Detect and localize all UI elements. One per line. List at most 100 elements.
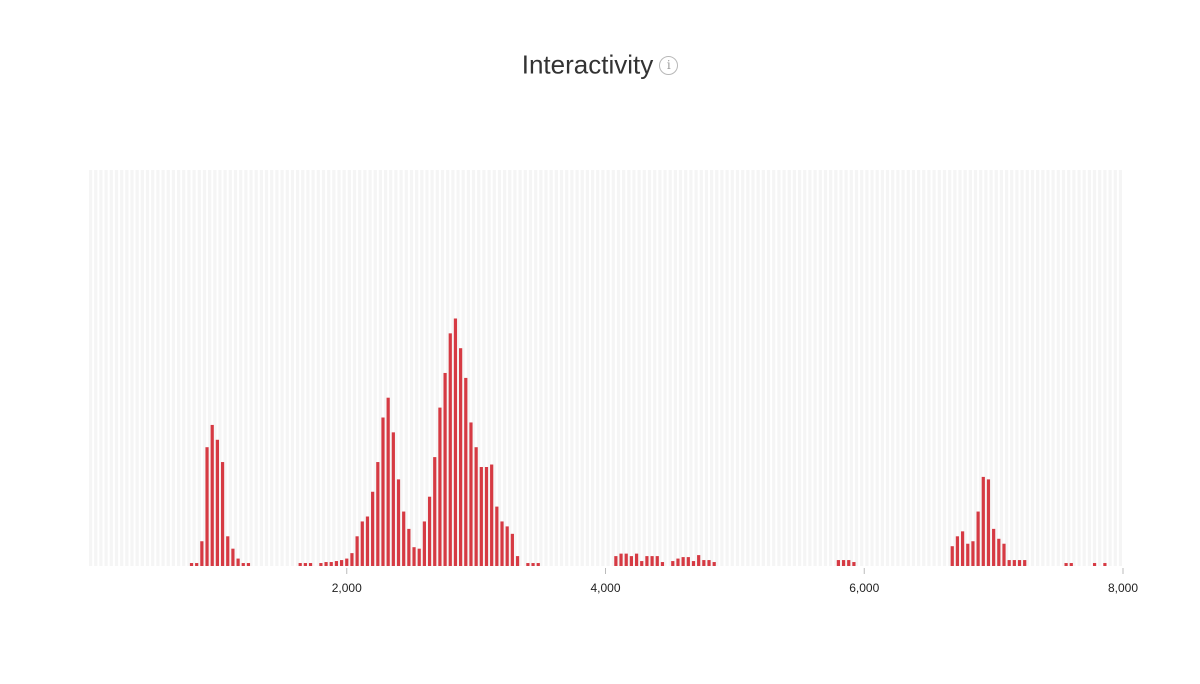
histogram-bar[interactable] [976, 511, 980, 566]
histogram-bar[interactable] [1064, 563, 1068, 566]
histogram-bar[interactable] [1002, 543, 1006, 566]
histogram-bar[interactable] [195, 563, 199, 566]
histogram-bar[interactable] [655, 556, 659, 566]
histogram-bar[interactable] [950, 546, 954, 566]
histogram-bar[interactable] [852, 562, 856, 566]
histogram-bar[interactable] [210, 424, 214, 566]
histogram-bar[interactable] [841, 560, 846, 566]
histogram-bar[interactable] [427, 496, 432, 566]
histogram-bar[interactable] [422, 521, 426, 566]
histogram-bar[interactable] [453, 318, 458, 567]
histogram-bar[interactable] [355, 536, 359, 566]
histogram-bar[interactable] [381, 417, 385, 567]
histogram-bar[interactable] [1092, 563, 1097, 566]
histogram-bar[interactable] [490, 464, 494, 566]
histogram-bar[interactable] [386, 397, 390, 566]
histogram-bar[interactable] [686, 557, 690, 566]
histogram-bar[interactable] [360, 521, 364, 566]
histogram-bar[interactable] [847, 560, 851, 566]
histogram-bar[interactable] [712, 562, 716, 566]
histogram-bar[interactable] [510, 533, 514, 566]
histogram-bar[interactable] [986, 479, 991, 566]
histogram-bar[interactable] [1069, 563, 1073, 566]
histogram-bar[interactable] [205, 447, 209, 566]
histogram-bar[interactable] [464, 377, 468, 566]
histogram-bar[interactable] [334, 561, 339, 566]
histogram-bar[interactable] [220, 462, 225, 566]
histogram-bar[interactable] [189, 563, 194, 566]
histogram-bar[interactable] [1017, 560, 1022, 566]
histogram-bar[interactable] [459, 348, 463, 566]
histogram-bar[interactable] [350, 553, 354, 566]
histogram-bar[interactable] [619, 553, 623, 566]
histogram-bar[interactable] [526, 563, 530, 566]
histogram-bar[interactable] [1023, 560, 1027, 566]
histogram-bar[interactable] [298, 563, 302, 566]
histogram-bar[interactable] [624, 553, 628, 566]
histogram-bar[interactable] [324, 562, 328, 566]
histogram-bar[interactable] [215, 439, 219, 566]
histogram-bar[interactable] [640, 561, 644, 566]
histogram-bar[interactable] [236, 558, 240, 566]
histogram-bar[interactable] [345, 558, 349, 566]
histogram-bar[interactable] [500, 521, 504, 566]
histogram-bar[interactable] [246, 563, 251, 566]
histogram-bar[interactable] [531, 563, 535, 566]
histogram-bar[interactable] [697, 555, 701, 566]
histogram-bar[interactable] [997, 538, 1001, 566]
histogram-bar[interactable] [365, 516, 370, 567]
histogram-bar[interactable] [981, 476, 985, 566]
histogram-bar[interactable] [707, 560, 711, 566]
histogram-bar[interactable] [1007, 560, 1011, 566]
histogram-bar[interactable] [495, 506, 499, 566]
histogram-bar[interactable] [433, 457, 437, 566]
histogram-bar[interactable] [479, 467, 483, 566]
histogram-bar[interactable] [231, 548, 235, 566]
histogram-bar[interactable] [241, 563, 245, 566]
histogram-bar[interactable] [1012, 560, 1016, 566]
histogram-bar[interactable] [329, 562, 333, 566]
histogram-bar[interactable] [407, 528, 411, 566]
histogram-bar[interactable] [371, 491, 375, 566]
histogram-bar[interactable] [966, 543, 970, 566]
histogram-bar[interactable] [484, 467, 489, 566]
histogram-bar[interactable] [676, 558, 680, 566]
histogram-bar[interactable] [412, 547, 416, 566]
histogram-bar[interactable] [836, 560, 840, 566]
histogram-bar[interactable] [515, 556, 520, 566]
histogram-bar[interactable] [402, 511, 406, 566]
histogram-bar[interactable] [391, 432, 395, 566]
histogram-bar[interactable] [614, 556, 618, 566]
histogram-bar[interactable] [634, 553, 639, 566]
histogram-bar[interactable] [339, 560, 344, 566]
histogram-bar[interactable] [671, 561, 675, 566]
histogram-bar[interactable] [443, 372, 447, 566]
histogram-bar[interactable] [660, 562, 665, 566]
histogram-bar[interactable] [992, 528, 996, 566]
histogram-bar[interactable] [1103, 563, 1107, 566]
histogram-bar[interactable] [691, 561, 696, 566]
info-icon[interactable]: i [659, 55, 679, 75]
histogram-bar[interactable] [396, 479, 401, 566]
histogram-bar[interactable] [448, 333, 452, 566]
histogram-bar[interactable] [469, 422, 473, 566]
histogram-bar[interactable] [417, 548, 421, 566]
histogram-bar[interactable] [971, 541, 975, 566]
histogram-bar[interactable] [650, 556, 654, 566]
histogram-bar[interactable] [505, 526, 509, 566]
histogram-bar[interactable] [702, 560, 706, 566]
histogram-bar[interactable] [474, 447, 478, 566]
histogram-bar[interactable] [536, 563, 540, 566]
histogram-bar[interactable] [308, 563, 313, 566]
histogram-bar[interactable] [645, 556, 649, 566]
histogram-bar[interactable] [438, 407, 442, 566]
histogram-bar[interactable] [200, 541, 204, 566]
histogram-bar[interactable] [960, 531, 965, 566]
histogram-bar[interactable] [226, 536, 230, 566]
histogram-bar[interactable] [629, 556, 633, 566]
histogram-bar[interactable] [376, 462, 380, 566]
histogram-bar[interactable] [681, 557, 685, 566]
histogram-bar[interactable] [303, 563, 307, 566]
histogram-bar[interactable] [319, 563, 323, 566]
histogram-bar[interactable] [955, 536, 960, 566]
